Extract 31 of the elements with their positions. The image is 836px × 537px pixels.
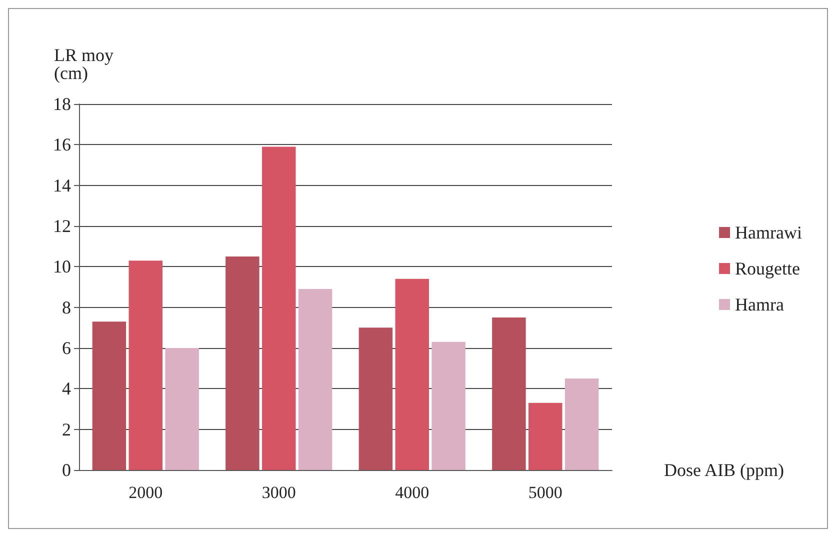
legend-label: Hamrawi — [735, 222, 802, 242]
bar — [564, 378, 599, 470]
y-tick-label: 12 — [53, 216, 71, 236]
y-tick-label: 18 — [53, 94, 71, 114]
y-tick-label: 8 — [62, 297, 71, 318]
bar — [92, 322, 126, 470]
y-tick-label: 14 — [53, 175, 71, 196]
bar — [165, 348, 199, 470]
x-axis-title: Dose AIB (ppm) — [664, 460, 784, 480]
bar — [395, 278, 429, 470]
y-axis-title: LR moy (cm) — [54, 45, 114, 83]
y-tick-label: 16 — [53, 134, 71, 155]
bar — [262, 146, 296, 470]
y-tick-label: 6 — [62, 338, 71, 358]
y-tick-label: 2 — [62, 419, 71, 440]
x-tick-label: 4000 — [395, 483, 430, 502]
y-tick-label: 4 — [62, 378, 71, 399]
bar — [492, 318, 526, 470]
x-tick-label: 2000 — [128, 483, 163, 502]
x-tick-label: 5000 — [528, 483, 562, 502]
bar — [528, 402, 562, 470]
legend-label: Hamra — [735, 294, 784, 314]
legend-label: Rougette — [735, 258, 800, 278]
y-tick-label: 10 — [53, 256, 71, 277]
bar — [226, 256, 260, 470]
y-tick-label: 0 — [62, 460, 71, 480]
bar — [432, 342, 466, 470]
x-tick-label: 3000 — [262, 483, 296, 502]
bar — [128, 260, 162, 470]
bar — [358, 328, 393, 470]
bar — [298, 289, 332, 470]
